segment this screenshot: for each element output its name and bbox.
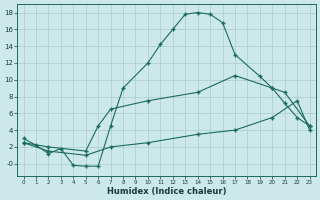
X-axis label: Humidex (Indice chaleur): Humidex (Indice chaleur) — [107, 187, 226, 196]
